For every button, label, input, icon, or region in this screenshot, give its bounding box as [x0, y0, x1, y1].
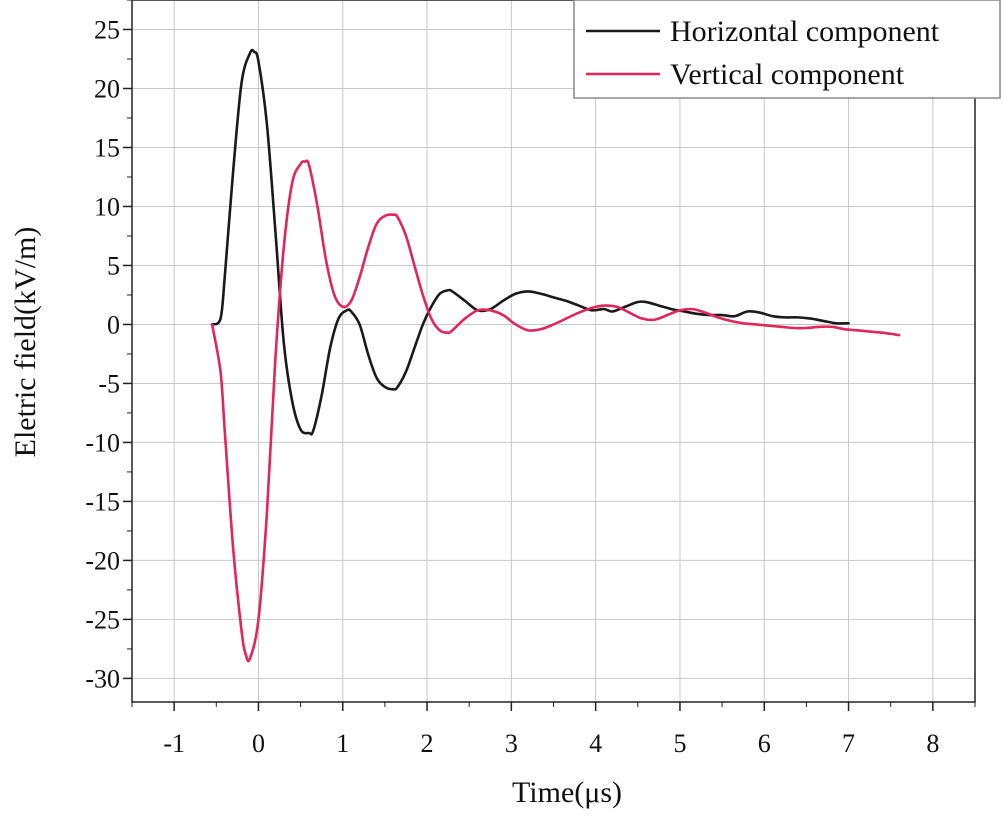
y-tick-label: 15	[94, 133, 120, 162]
y-tick-label: 25	[94, 15, 120, 44]
series-vertical-line	[210, 159, 901, 663]
legend-label-horizontal: Horizontal component	[670, 15, 940, 48]
x-tick-label: 1	[336, 729, 349, 758]
x-tick-label: 8	[926, 729, 939, 758]
y-tick-label: 10	[94, 192, 120, 221]
legend: Horizontal component Vertical component	[573, 0, 1001, 99]
y-tick-label: -15	[85, 487, 120, 516]
y-tick-label: -25	[85, 605, 120, 634]
y-tick-label: -10	[85, 428, 120, 457]
y-tick-label: 5	[107, 251, 120, 280]
x-tick-label: 2	[421, 729, 434, 758]
x-tick-label: -1	[163, 729, 185, 758]
x-tick-label: 7	[842, 729, 855, 758]
x-tick-label: 5	[673, 729, 686, 758]
x-tick-label: 0	[252, 729, 265, 758]
x-tick-label: 6	[758, 729, 771, 758]
y-tick-label: 20	[94, 74, 120, 103]
y-tick-label: -5	[98, 369, 120, 398]
legend-label-vertical: Vertical component	[670, 58, 905, 91]
x-tick-label: 4	[589, 729, 602, 758]
x-axis-tick-labels: -1 0 1 2 3 4 5 6 7 8	[163, 729, 939, 758]
y-axis-title: Eletric field(kV/m)	[9, 227, 42, 458]
series-lines	[210, 48, 901, 663]
y-tick-label: -20	[85, 546, 120, 575]
axis-ticks	[123, 0, 976, 711]
x-axis-title: Time(μs)	[512, 776, 622, 809]
y-tick-label: 0	[107, 310, 120, 339]
grid	[132, 0, 975, 702]
y-axis-tick-labels: 25 20 15 10 5 0 -5 -10 -15 -20 -25 -30	[85, 15, 120, 693]
y-tick-label: -30	[85, 664, 120, 693]
legend-box	[573, 0, 1001, 99]
x-tick-label: 3	[505, 729, 518, 758]
